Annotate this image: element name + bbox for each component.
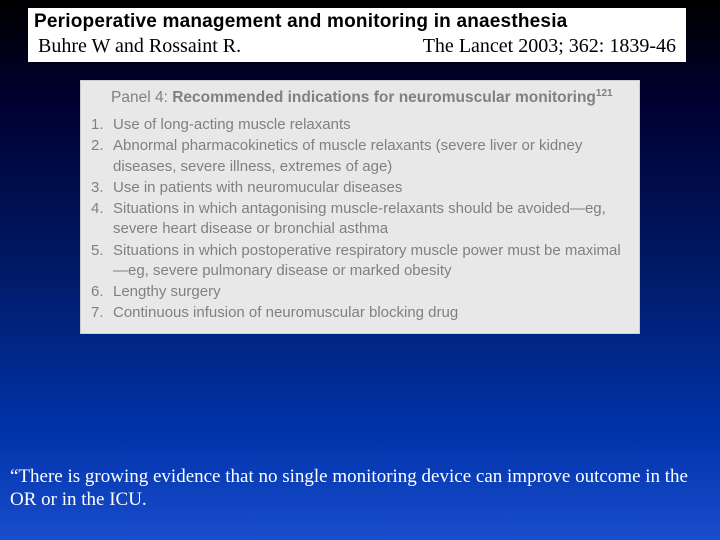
panel-title: Panel 4: Recommended indications for neu… bbox=[111, 87, 629, 109]
article-title: Perioperative management and monitoring … bbox=[34, 11, 567, 32]
item-number: 5. bbox=[91, 241, 113, 261]
item-number: 6. bbox=[91, 282, 113, 302]
item-number: 4. bbox=[91, 199, 113, 219]
list-item: 7.Continuous infusion of neuromuscular b… bbox=[91, 303, 629, 323]
item-text: Continuous infusion of neuromuscular blo… bbox=[113, 303, 629, 323]
panel-ref: 121 bbox=[596, 88, 613, 99]
panel-box: Panel 4: Recommended indications for neu… bbox=[80, 80, 640, 334]
list-item: 1.Use of long-acting muscle relaxants bbox=[91, 115, 629, 135]
header-box: Perioperative management and monitoring … bbox=[28, 8, 686, 62]
item-text: Situations in which antagonising muscle-… bbox=[113, 199, 629, 240]
item-text: Abnormal pharmacokinetics of muscle rela… bbox=[113, 136, 629, 177]
panel-title-bold: Recommended indications for neuromuscula… bbox=[172, 89, 596, 106]
footer-quote: “There is growing evidence that no singl… bbox=[10, 466, 710, 512]
item-number: 7. bbox=[91, 303, 113, 323]
authors-text: Buhre W and Rossaint R. bbox=[38, 35, 241, 58]
list-item: 3.Use in patients with neuromucular dise… bbox=[91, 178, 629, 198]
title-row: Perioperative management and monitoring … bbox=[28, 8, 686, 33]
list-item: 4.Situations in which antagonising muscl… bbox=[91, 199, 629, 240]
journal-text: The Lancet 2003; 362: 1839-46 bbox=[423, 35, 676, 58]
item-text: Situations in which postoperative respir… bbox=[113, 241, 629, 282]
list-item: 6.Lengthy surgery bbox=[91, 282, 629, 302]
panel-list: 1.Use of long-acting muscle relaxants 2.… bbox=[91, 115, 629, 324]
list-item: 5.Situations in which postoperative resp… bbox=[91, 241, 629, 282]
item-text: Lengthy surgery bbox=[113, 282, 629, 302]
citation-row: Buhre W and Rossaint R. The Lancet 2003;… bbox=[28, 33, 686, 62]
item-number: 1. bbox=[91, 115, 113, 135]
item-text: Use of long-acting muscle relaxants bbox=[113, 115, 629, 135]
item-number: 2. bbox=[91, 136, 113, 156]
panel-label: Panel 4: bbox=[111, 89, 172, 106]
item-number: 3. bbox=[91, 178, 113, 198]
list-item: 2.Abnormal pharmacokinetics of muscle re… bbox=[91, 136, 629, 177]
item-text: Use in patients with neuromucular diseas… bbox=[113, 178, 629, 198]
